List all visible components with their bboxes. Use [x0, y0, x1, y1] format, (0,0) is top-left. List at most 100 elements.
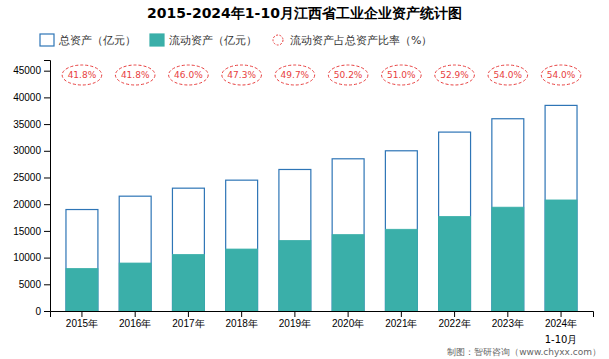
y-axis: 0 5000 10000 15000 20000 25000 30000 35000 40000…	[13, 61, 50, 317]
x-tick-label: 2024年	[545, 318, 577, 329]
x-tick-label: 2016年	[119, 318, 151, 329]
y-tick-label: 15000	[13, 226, 41, 237]
y-tick-mark	[44, 124, 50, 125]
legend-swatch	[273, 35, 283, 45]
ratio-ellipse	[62, 65, 102, 85]
y-tick: 0	[35, 306, 50, 317]
x-tick: 2016年	[119, 311, 151, 329]
bar	[66, 210, 98, 311]
bar	[492, 207, 524, 311]
x-tick-label: 2020年	[332, 318, 364, 329]
y-tick-label: 30000	[13, 145, 41, 156]
ratio-ellipse	[222, 65, 262, 85]
x-tick-label: 2023年	[492, 318, 524, 329]
x-tick: 2023年	[492, 311, 524, 329]
y-tick-mark	[44, 231, 50, 232]
legend-item: 总资产（亿元）	[40, 34, 136, 47]
x-tick-mark	[401, 311, 402, 317]
x-tick-label: 2015年	[66, 318, 98, 329]
y-tick-label: 10000	[13, 252, 41, 263]
legend-swatch	[150, 34, 164, 46]
ratio-label: 51.0%	[387, 70, 416, 80]
y-tick: 5000	[19, 279, 50, 290]
y-tick: 20000	[13, 199, 50, 210]
ratio-label: 54.0%	[547, 70, 576, 80]
x-tick-mark	[294, 311, 295, 317]
bar	[119, 196, 151, 311]
ratio-ellipse	[382, 65, 422, 85]
x-tick-label: 2022年	[438, 318, 470, 329]
x-tick: 2018年	[226, 311, 258, 329]
ratio-label: 41.8%	[68, 70, 97, 80]
y-tick-label: 0	[35, 306, 41, 317]
x-tick-label: 2021年	[385, 318, 417, 329]
x-tick: 2020年	[332, 311, 364, 329]
bar	[492, 119, 524, 311]
ratio-ellipse	[275, 65, 315, 85]
bar	[545, 105, 577, 311]
ratio-ellipse	[115, 65, 155, 85]
bar-series	[66, 200, 577, 311]
bar	[226, 249, 258, 311]
y-tick: 10000	[13, 252, 50, 263]
y-tick: 45000	[13, 65, 50, 76]
y-tick-mark	[44, 311, 50, 312]
bar	[332, 159, 364, 311]
x-tick-label: 2017年	[172, 318, 204, 329]
ratio-label: 49.7%	[281, 70, 310, 80]
x-tick-label: 2018年	[226, 318, 258, 329]
y-tick-mark	[44, 204, 50, 205]
y-tick-label: 25000	[13, 172, 41, 183]
ratio-markers	[62, 65, 581, 85]
bar	[545, 200, 577, 311]
x-tick: 2015年	[66, 311, 98, 329]
y-tick-mark	[44, 177, 50, 178]
bar	[279, 169, 311, 311]
ratio-label: 47.3%	[227, 70, 256, 80]
y-tick-mark	[44, 71, 50, 72]
y-tick: 15000	[13, 226, 50, 237]
y-tick-label: 45000	[13, 65, 41, 76]
ratio-ellipse	[541, 65, 581, 85]
annotation: 1-10月	[545, 334, 578, 345]
ratio-label: 46.0%	[174, 70, 203, 80]
bar	[279, 241, 311, 311]
bar	[172, 254, 204, 311]
legend: 总资产（亿元） 流动资产（亿元） 流动资产占总资产比率（%）	[40, 34, 432, 47]
bar	[332, 235, 364, 311]
x-tick-mark	[348, 311, 349, 317]
bar-series	[66, 105, 577, 311]
chart: 2015-2024年1-10月江西省工业企业资产统计图0500010000150…	[0, 0, 609, 359]
ratio-ellipse	[328, 65, 368, 85]
legend-swatch	[40, 34, 54, 46]
x-tick: 2021年	[385, 311, 417, 329]
y-tick-mark	[44, 284, 50, 285]
x-tick-mark	[135, 311, 136, 317]
ratio-label: 50.2%	[334, 70, 363, 80]
y-tick: 40000	[13, 92, 50, 103]
bar	[439, 216, 471, 311]
y-tick-mark	[44, 97, 50, 98]
x-tick-mark	[241, 311, 242, 317]
plot-area	[62, 65, 581, 311]
y-tick: 25000	[13, 172, 50, 183]
bar	[439, 132, 471, 311]
x-axis-line	[51, 312, 594, 318]
labels: 41.8%41.8%46.0%47.3%49.7%50.2%51.0%52.9%…	[68, 70, 576, 80]
y-tick-label: 35000	[13, 119, 41, 130]
x-tick: 2017年	[172, 311, 204, 329]
y-tick: 30000	[13, 145, 50, 156]
y-tick-label: 5000	[19, 279, 42, 290]
x-tick-mark	[188, 311, 189, 317]
x-tick: 2019年	[279, 311, 311, 329]
legend-label: 流动资产（亿元）	[169, 34, 257, 47]
legend-item: 流动资产（亿元）	[150, 34, 257, 47]
legend-label: 总资产（亿元）	[58, 34, 136, 47]
x-tick-mark	[81, 311, 82, 317]
legend-item: 流动资产占总资产比率（%）	[273, 34, 432, 47]
x-axis: 2015年 2016年 2017年 2018年 2019年 2020年 2021年 2022年…	[51, 311, 594, 329]
ratio-ellipse	[488, 65, 528, 85]
ratio-label: 52.9%	[440, 70, 469, 80]
y-tick-mark	[44, 151, 50, 152]
ratio-ellipse	[435, 65, 475, 85]
